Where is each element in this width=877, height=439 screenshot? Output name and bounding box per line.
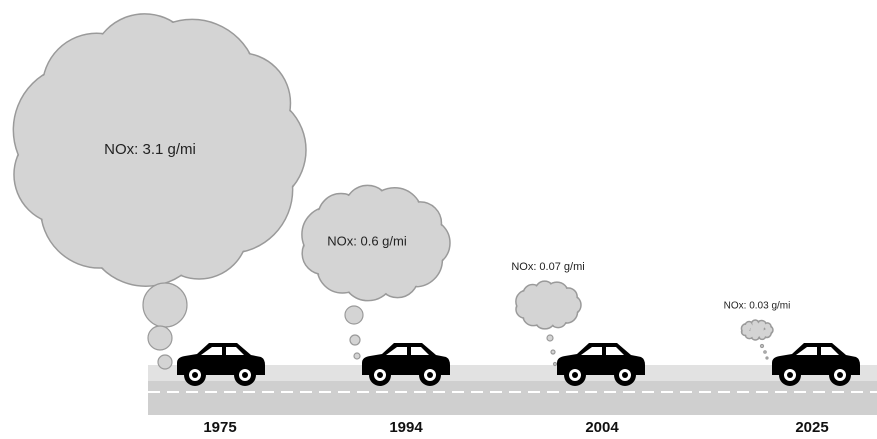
bubble xyxy=(349,334,361,346)
emission-label: NOx: 0.6 g/mi xyxy=(327,233,407,248)
year-label: 1994 xyxy=(389,419,423,436)
bubble xyxy=(552,361,558,367)
cloud-fill xyxy=(56,48,260,252)
cloud-fill xyxy=(750,323,764,337)
bubble xyxy=(157,354,173,370)
cloud xyxy=(12,13,307,287)
bubble xyxy=(546,334,554,342)
bubble xyxy=(765,356,769,360)
bubble xyxy=(759,343,765,349)
emission-label: NOx: 0.03 g/mi xyxy=(724,301,791,312)
bubble xyxy=(763,350,767,354)
bubble xyxy=(142,282,188,328)
cloud-fill xyxy=(764,323,771,330)
emission-group: NOx: 0.07 g/mi 2004 xyxy=(511,261,645,436)
cloud-fill xyxy=(560,288,577,305)
cloud-fill xyxy=(531,288,565,322)
cloud-fill xyxy=(762,329,771,337)
year-label: 2025 xyxy=(795,419,828,436)
year-label: 2004 xyxy=(585,419,619,436)
bubble xyxy=(344,305,364,325)
emission-group: NOx: 0.03 g/mi 2025 xyxy=(724,301,860,436)
bubble xyxy=(550,349,556,355)
cloud-fill xyxy=(746,322,753,329)
emission-group: NOx: 3.1 g/mi 1975 xyxy=(12,13,307,436)
bubble xyxy=(147,325,173,351)
emission-label: NOx: 0.07 g/mi xyxy=(511,261,584,273)
cloud xyxy=(515,280,582,330)
road xyxy=(148,365,877,415)
cloud-fill xyxy=(332,200,418,286)
emission-label: NOx: 3.1 g/mi xyxy=(104,141,196,158)
cloud xyxy=(740,319,774,341)
emission-group: NOx: 0.6 g/mi 1994 xyxy=(301,184,451,436)
cloud-fill xyxy=(746,330,753,338)
year-label: 1975 xyxy=(203,419,236,436)
bubble xyxy=(353,352,361,360)
cloud xyxy=(301,184,451,302)
